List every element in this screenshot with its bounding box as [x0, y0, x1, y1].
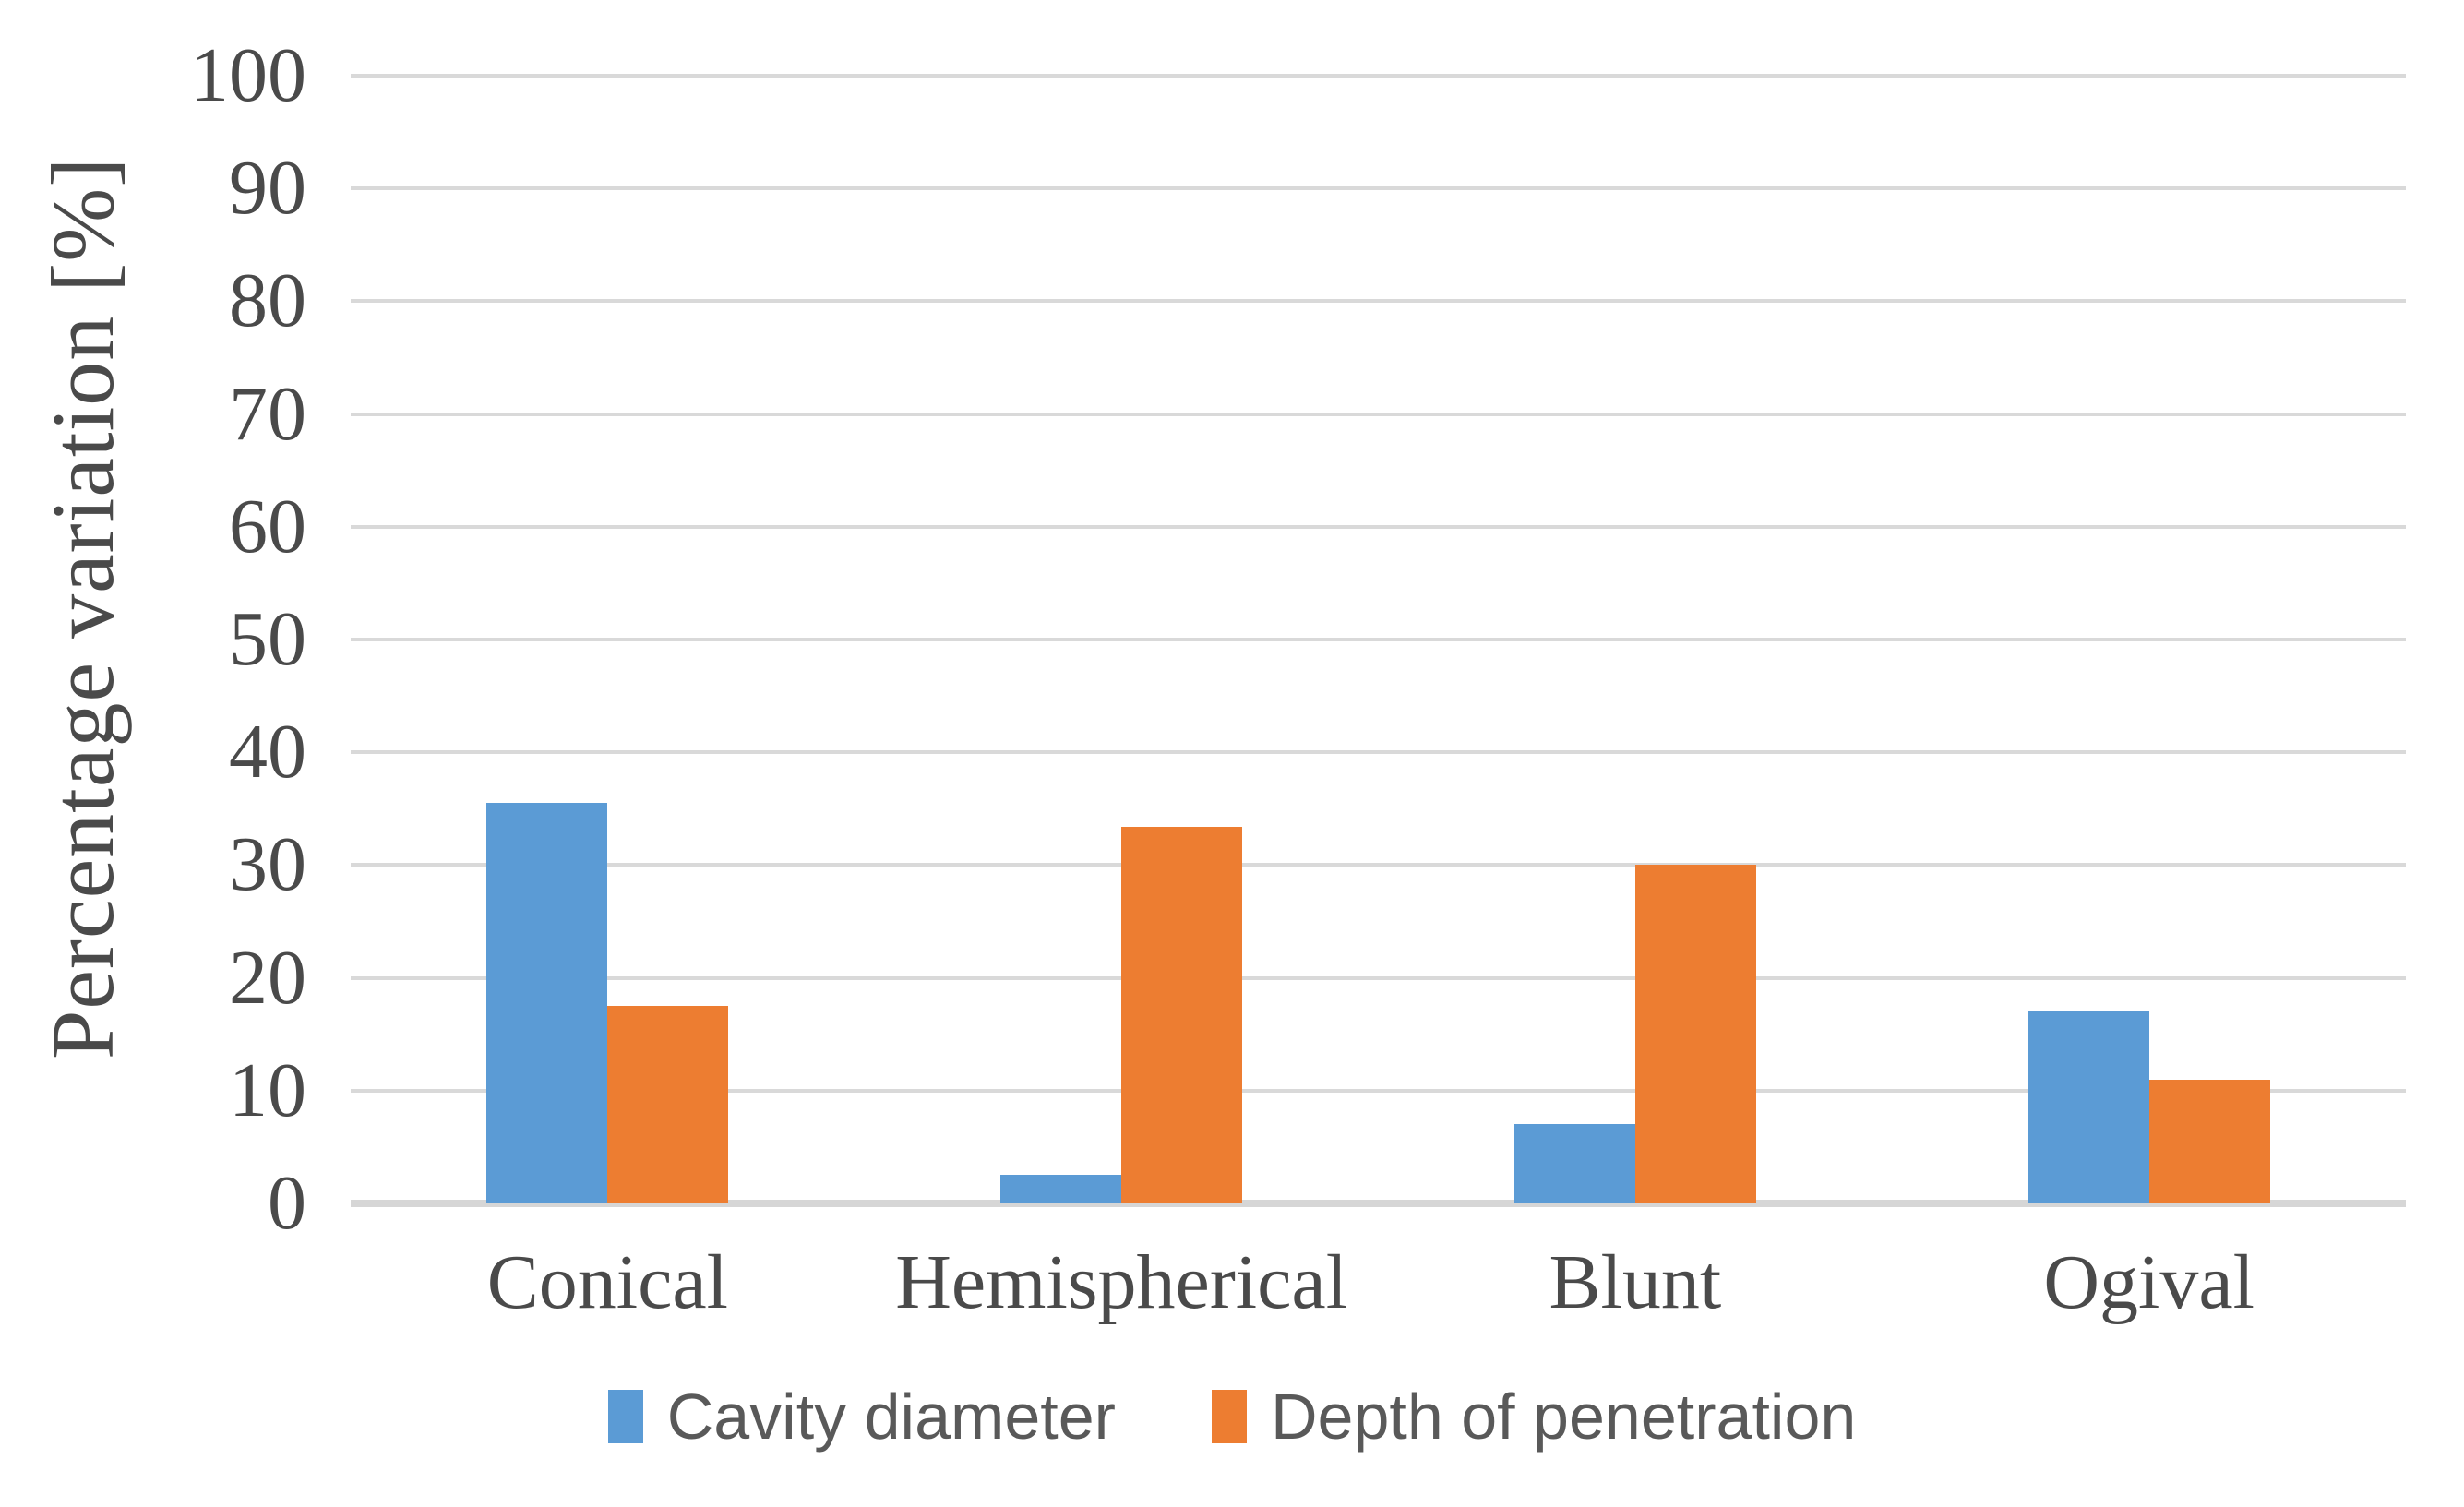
x-category-label: Ogival: [2043, 1239, 2255, 1325]
legend-item: Depth of penetration: [1211, 1381, 1857, 1453]
gridline: [351, 74, 2406, 78]
bar: [607, 1006, 729, 1203]
gridline: [351, 863, 2406, 867]
x-axis-category-labels: Conical Hemispherical Blunt Ogival: [351, 1244, 2406, 1355]
gridline: [351, 524, 2406, 529]
bar: [2027, 1011, 2149, 1203]
gridline: [351, 638, 2406, 641]
bar: [486, 803, 608, 1203]
legend-label: Depth of penetration: [1270, 1381, 1857, 1453]
y-tick-label: 40: [229, 709, 306, 795]
gridline: [351, 750, 2406, 755]
y-tick-label: 70: [229, 370, 306, 457]
legend-marker: [607, 1390, 643, 1443]
gridline: [351, 1088, 2406, 1093]
y-tick-label: 50: [229, 596, 306, 682]
y-tick-label: 30: [229, 821, 306, 908]
y-tick-label: 60: [229, 483, 306, 569]
legend-marker: [1211, 1390, 1247, 1443]
y-tick-label: 100: [190, 32, 306, 118]
bar: [1000, 1175, 1122, 1203]
legend-item: Cavity diameter: [607, 1381, 1116, 1453]
plot-area: [351, 74, 2406, 1207]
y-tick-label: 80: [229, 257, 306, 344]
bar: [1121, 826, 1243, 1203]
bar: [1634, 865, 1756, 1203]
y-tick-label: 0: [268, 1160, 306, 1246]
x-category-label: Hemispherical: [895, 1239, 1348, 1325]
gridline: [351, 299, 2406, 304]
x-category-label: Conical: [486, 1239, 729, 1325]
x-axis-baseline: [351, 1200, 2406, 1207]
legend-label: Cavity diameter: [666, 1381, 1116, 1453]
gridline: [351, 412, 2406, 416]
gridline: [351, 186, 2406, 191]
y-axis-tick-labels: 0 10 20 30 40 50 60 70 80 90 100: [0, 37, 306, 1242]
y-tick-label: 10: [229, 1047, 306, 1133]
gridline: [351, 975, 2406, 980]
bar: [1513, 1124, 1635, 1203]
x-category-label: Blunt: [1549, 1239, 1722, 1325]
y-tick-label: 90: [229, 145, 306, 232]
y-tick-label: 20: [229, 934, 306, 1021]
bar: [2148, 1079, 2270, 1203]
chart-legend: Cavity diameter Depth of penetration: [0, 1377, 2464, 1456]
